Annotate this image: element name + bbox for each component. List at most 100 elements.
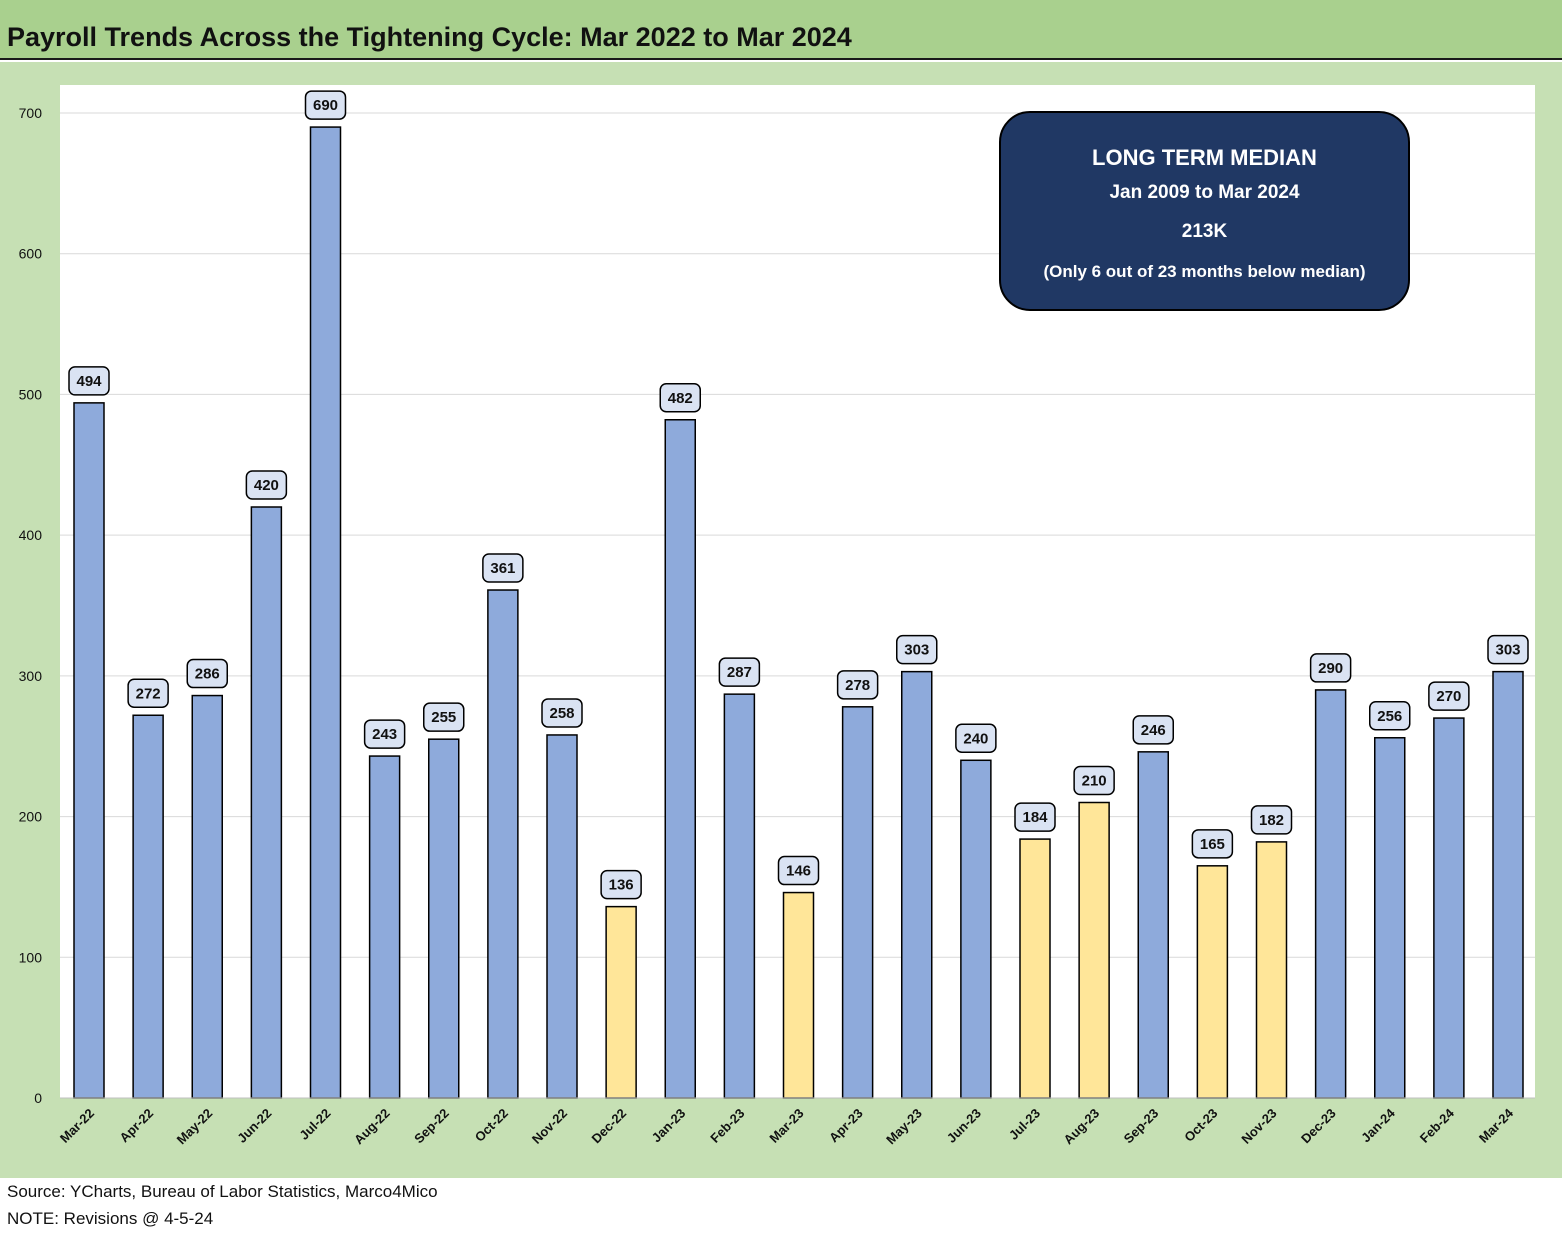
bar xyxy=(487,589,519,1099)
data-label: 270 xyxy=(1436,688,1461,705)
x-tick-label: May-23 xyxy=(883,1106,925,1148)
footer-note: NOTE: Revisions @ 4-5-24 xyxy=(7,1209,214,1228)
data-label: 246 xyxy=(1141,722,1166,739)
bar-chart: 0 100 200 300 400 500 600 700 494 272 286 420 690 24… xyxy=(19,85,1535,1147)
x-tick-label: Feb-23 xyxy=(707,1106,747,1146)
data-label: 286 xyxy=(195,666,220,683)
y-tick-label: 400 xyxy=(19,527,43,543)
data-label-box xyxy=(1309,653,1352,683)
data-label: 210 xyxy=(1082,773,1107,790)
bar xyxy=(546,734,578,1099)
y-tick-label: 600 xyxy=(19,246,43,262)
annotation-heading: LONG TERM MEDIAN xyxy=(1092,145,1317,170)
data-label-box xyxy=(1250,805,1293,835)
x-tick-label: Mar-23 xyxy=(766,1106,806,1146)
x-tick-label: Jun-22 xyxy=(234,1106,274,1146)
x-tick-label: Apr-22 xyxy=(117,1106,157,1146)
data-label: 255 xyxy=(431,709,456,726)
data-label-box xyxy=(659,383,701,413)
chart-area: 0 100 200 300 400 500 600 700 494 272 286 420 690 24… xyxy=(0,62,1562,1178)
bar xyxy=(841,706,874,1099)
x-tick-label: Nov-22 xyxy=(529,1106,570,1147)
annotation-note: (Only 6 out of 23 months below median) xyxy=(1043,262,1365,281)
footer-source: Source: YCharts, Bureau of Labor Statist… xyxy=(7,1182,438,1201)
x-tick-label: Aug-22 xyxy=(351,1106,393,1148)
y-tick-label: 100 xyxy=(19,949,43,965)
bar xyxy=(1255,841,1288,1099)
data-label: 165 xyxy=(1200,836,1225,853)
bar xyxy=(605,905,637,1099)
data-label-box xyxy=(1073,765,1115,796)
title-bar: Payroll Trends Across the Tightening Cyc… xyxy=(0,0,1562,60)
bar xyxy=(1078,801,1110,1099)
y-tick-label: 200 xyxy=(19,809,43,825)
x-tick-label: Mar-24 xyxy=(1476,1105,1517,1146)
data-label: 272 xyxy=(136,685,161,702)
annotation-period: Jan 2009 to Mar 2024 xyxy=(1109,182,1300,203)
x-tick-label: May-22 xyxy=(174,1106,216,1148)
bar xyxy=(1433,717,1465,1099)
x-tick-label: Sep-23 xyxy=(1121,1106,1162,1147)
y-axis-ticks: 0 100 200 300 400 500 600 700 xyxy=(19,105,43,1106)
x-tick-label: Jul-23 xyxy=(1006,1106,1043,1143)
data-label: 243 xyxy=(372,726,397,743)
data-label-box xyxy=(482,553,524,583)
x-tick-label: Oct-22 xyxy=(472,1106,511,1145)
x-tick-label: Jun-23 xyxy=(944,1106,984,1146)
data-label-box xyxy=(68,366,110,396)
annotation-value: 213K xyxy=(1182,221,1228,242)
bar xyxy=(664,419,696,1099)
data-label-box xyxy=(1014,802,1056,832)
data-label-box xyxy=(955,723,997,754)
y-tick-label: 500 xyxy=(19,386,43,402)
data-label-box xyxy=(541,698,583,728)
bar xyxy=(782,891,815,1099)
median-annotation: LONG TERM MEDIAN Jan 2009 to Mar 2024 21… xyxy=(999,111,1410,311)
x-tick-label: Aug-23 xyxy=(1060,1106,1102,1148)
data-label: 278 xyxy=(845,677,870,694)
x-axis-ticks: Mar-22 Apr-22 May-22 Jun-22 Jul-22 Aug-22 Sep-… xyxy=(57,1105,1517,1147)
bar xyxy=(73,402,105,1099)
bar xyxy=(132,714,164,1099)
data-label-box xyxy=(1369,701,1411,731)
chart-title: Payroll Trends Across the Tightening Cyc… xyxy=(7,22,852,52)
data-label: 494 xyxy=(76,373,102,390)
data-label: 240 xyxy=(963,730,988,747)
data-label: 182 xyxy=(1259,812,1284,829)
bar xyxy=(250,506,283,1099)
bar xyxy=(723,693,756,1099)
bar xyxy=(191,694,223,1099)
data-label-box xyxy=(896,634,938,665)
x-tick-label: Dec-23 xyxy=(1298,1106,1339,1147)
data-label-box xyxy=(1487,634,1529,665)
data-label-box xyxy=(1132,715,1174,745)
data-label-box xyxy=(127,678,169,709)
data-label-box xyxy=(304,90,347,120)
data-label: 420 xyxy=(254,477,279,494)
y-tick-label: 700 xyxy=(19,105,43,121)
bar xyxy=(1137,751,1169,1099)
bar xyxy=(1196,865,1229,1099)
bar xyxy=(368,755,401,1099)
data-labels: 494 272 286 420 690 243 255 361 258 136 482 287 146 2… xyxy=(68,90,1529,900)
bar xyxy=(901,670,933,1099)
data-label-box xyxy=(423,702,465,732)
x-tick-label: Nov-23 xyxy=(1238,1106,1279,1147)
data-label-box xyxy=(186,658,228,689)
x-tick-label: Apr-23 xyxy=(826,1106,866,1146)
data-label: 690 xyxy=(313,97,338,114)
x-tick-label: Oct-23 xyxy=(1181,1106,1220,1145)
data-label-box xyxy=(600,869,642,900)
bar xyxy=(1374,737,1406,1099)
annotation-background xyxy=(999,111,1410,311)
bar xyxy=(1314,689,1347,1099)
data-label: 136 xyxy=(609,877,634,894)
data-label: 287 xyxy=(727,664,752,681)
data-label: 184 xyxy=(1022,809,1048,826)
data-label: 482 xyxy=(668,390,693,407)
bar xyxy=(1492,670,1524,1099)
data-label: 303 xyxy=(1495,642,1520,659)
data-label-box xyxy=(718,657,761,687)
y-tick-label: 0 xyxy=(34,1090,42,1106)
bar xyxy=(960,759,992,1099)
